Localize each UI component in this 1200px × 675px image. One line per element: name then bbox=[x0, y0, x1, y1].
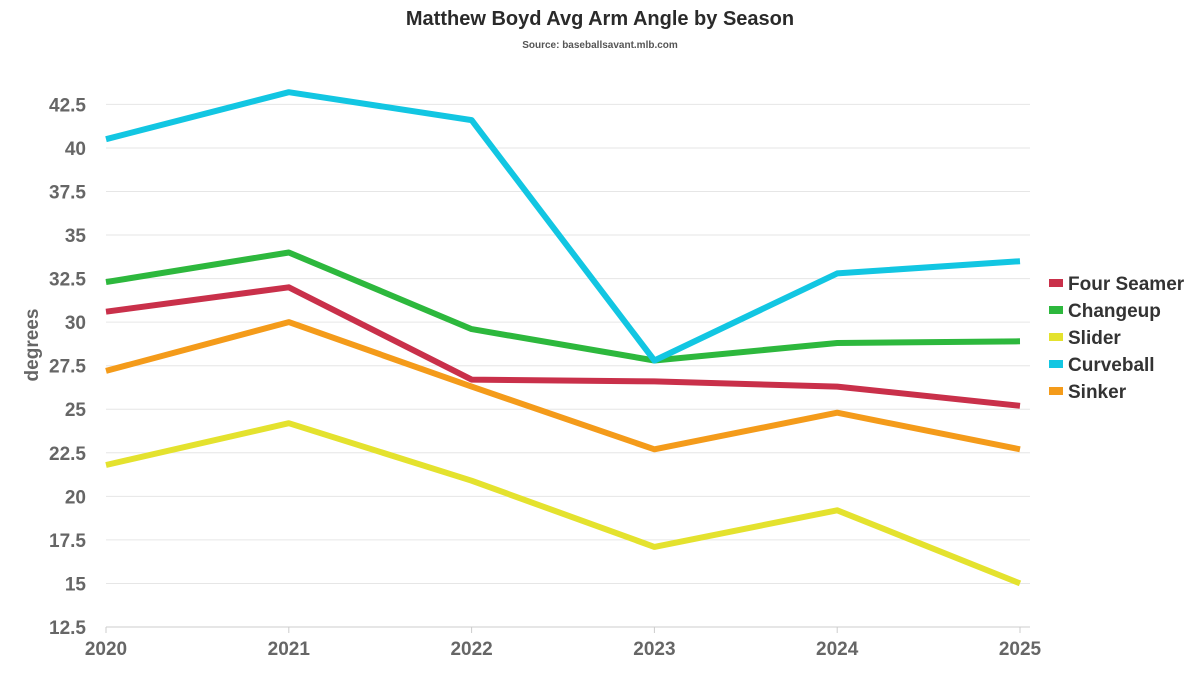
x-tick-label: 2022 bbox=[450, 639, 492, 660]
x-tick-label: 2025 bbox=[999, 639, 1042, 660]
y-tick-label: 20 bbox=[65, 487, 86, 508]
y-tick-label: 37.5 bbox=[49, 182, 86, 203]
series-lines bbox=[105, 89, 1022, 587]
legend-swatch bbox=[1049, 333, 1063, 341]
series-line-curveball bbox=[105, 89, 1021, 364]
legend-swatch bbox=[1049, 387, 1063, 395]
legend-label: Sinker bbox=[1068, 382, 1127, 403]
y-tick-label: 42.5 bbox=[49, 95, 86, 116]
legend-label: Curveball bbox=[1068, 355, 1155, 376]
y-tick-label: 22.5 bbox=[49, 444, 86, 465]
series-line-four-seamer bbox=[105, 284, 1021, 409]
y-tick-label: 40 bbox=[65, 139, 86, 160]
legend-label: Four Seamer bbox=[1068, 274, 1185, 295]
legend-swatch bbox=[1049, 360, 1063, 368]
x-tick-label: 2024 bbox=[816, 639, 859, 660]
series-line-slider bbox=[105, 420, 1022, 587]
y-tick-label: 15 bbox=[65, 574, 87, 595]
series-line-changeup bbox=[105, 249, 1021, 364]
legend-swatch bbox=[1049, 279, 1063, 287]
y-axis-label: degrees bbox=[22, 309, 43, 382]
legend-swatch bbox=[1049, 306, 1063, 314]
x-tick-label: 2021 bbox=[268, 639, 311, 660]
legend: Four Seamer Changeup Slider Curveball Sinker bbox=[1049, 274, 1185, 403]
x-axis-ticks: 2020 2021 2022 2023 2024 2025 bbox=[85, 627, 1042, 660]
chart-title: Matthew Boyd Avg Arm Angle by Season bbox=[405, 8, 795, 30]
series-line-sinker bbox=[105, 319, 1021, 453]
x-tick-label: 2020 bbox=[85, 639, 127, 660]
y-axis-ticks: 12.5 15 17.5 20 22.5 25 27.5 30 32.5 35 37.5 40 42.5 bbox=[49, 95, 86, 639]
grid-lines bbox=[106, 103, 1030, 628]
y-tick-label: 12.5 bbox=[49, 618, 86, 639]
y-tick-label: 30 bbox=[65, 313, 86, 334]
x-tick-label: 2023 bbox=[633, 639, 675, 660]
y-tick-label: 17.5 bbox=[49, 531, 86, 552]
y-tick-label: 27.5 bbox=[49, 357, 86, 378]
legend-label: Changeup bbox=[1068, 301, 1161, 322]
y-tick-label: 32.5 bbox=[49, 270, 86, 291]
legend-label: Slider bbox=[1068, 328, 1121, 349]
y-tick-label: 35 bbox=[65, 226, 87, 247]
y-tick-label: 25 bbox=[65, 400, 87, 421]
chart-subtitle: Source: baseballsavant.mlb.com bbox=[522, 40, 678, 51]
